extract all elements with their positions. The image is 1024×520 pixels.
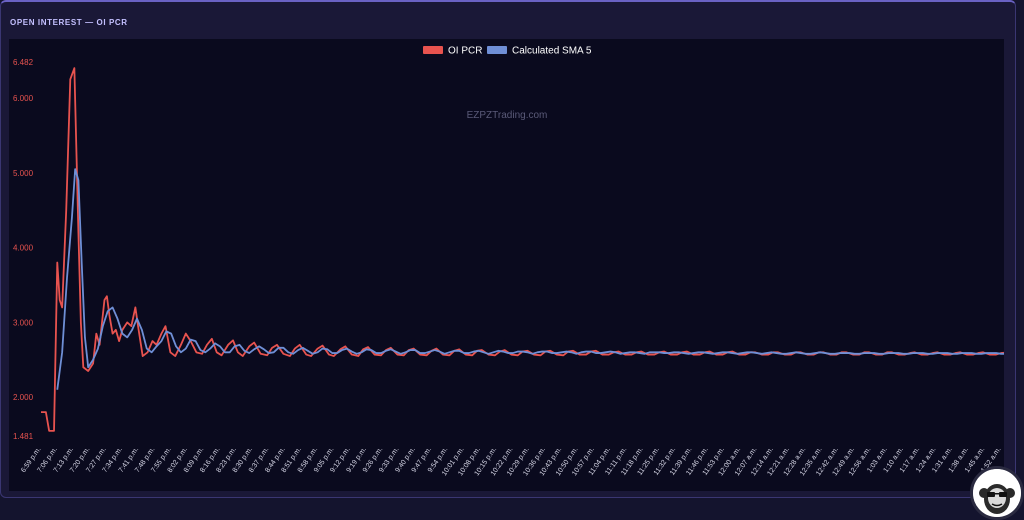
monkey-avatar-icon [973,469,1021,517]
legend: OI PCR Calculated SMA 5 [423,46,592,57]
series-line-oi-pcr [41,67,1004,432]
panel-title: OPEN INTEREST — OI PCR [10,18,128,27]
avatar[interactable] [970,466,1024,520]
y-tick-label: 2.000 [13,393,34,402]
legend-swatch-oi-pcr [423,46,443,54]
y-tick-label: 3.000 [13,318,34,327]
legend-label-sma-5[interactable]: Calculated SMA 5 [512,46,592,57]
y-tick-label: 5.000 [13,169,34,178]
y-axis: 6.482 6.000 5.000 4.000 3.000 2.000 1.481 [13,58,34,441]
y-tick-label: 4.000 [13,244,34,253]
oi-pcr-chart: EZPZTrading.com OI PCR Calculated SMA 5 6… [13,46,1004,477]
oi-pcr-panel: OPEN INTEREST — OI PCR EZPZTrading.com O… [0,0,1016,498]
legend-swatch-sma-5 [487,46,507,54]
y-tick-label: 6.482 [13,58,34,67]
series-lines [41,67,1004,432]
series-line-sma-5 [56,168,1004,390]
y-tick-label: 1.481 [13,432,34,441]
x-axis: 6:59 p.m.7:06 p.m.7:13 p.m.7:20 p.m.7:27… [20,446,1003,477]
y-tick-label: 6.000 [13,94,34,103]
legend-label-oi-pcr[interactable]: OI PCR [448,46,482,57]
chart-area: EZPZTrading.com OI PCR Calculated SMA 5 6… [9,39,1004,491]
watermark: EZPZTrading.com [467,110,548,121]
